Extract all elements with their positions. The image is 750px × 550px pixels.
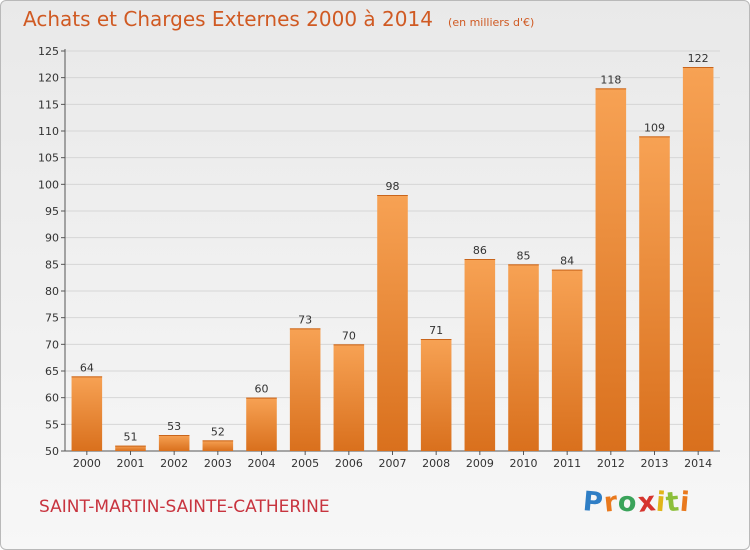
bar	[595, 88, 627, 451]
x-tick-label: 2006	[335, 457, 363, 470]
x-tick-label: 2013	[641, 457, 669, 470]
data-label: 70	[342, 329, 356, 342]
x-tick-label: 2003	[204, 457, 232, 470]
x-tick-label: 2008	[422, 457, 450, 470]
y-tick-label: 75	[45, 312, 59, 325]
x-tick-label: 2009	[466, 457, 494, 470]
bar	[115, 445, 146, 451]
y-tick-label: 90	[45, 232, 59, 245]
data-label: 84	[560, 255, 574, 268]
bar	[639, 136, 670, 452]
x-tick-label: 2002	[160, 457, 188, 470]
bar	[333, 344, 365, 451]
bar	[464, 259, 496, 451]
chart-unit: (en milliers d'€)	[448, 16, 535, 29]
bar	[551, 269, 583, 451]
chart-title: Achats et Charges Externes 2000 à 2014	[23, 7, 433, 31]
y-tick-label: 70	[45, 338, 59, 351]
chart-title-row: Achats et Charges Externes 2000 à 2014 (…	[23, 7, 534, 31]
x-tick-label: 2001	[117, 457, 145, 470]
bar	[377, 195, 408, 451]
data-label: 86	[473, 244, 487, 257]
x-tick-label: 2000	[73, 457, 101, 470]
bar	[202, 440, 234, 451]
bar	[289, 328, 321, 451]
bars	[71, 67, 714, 452]
proxiti-logo: Proxiti	[581, 486, 692, 519]
x-tick-label: 2014	[684, 457, 712, 470]
data-label: 73	[298, 313, 312, 326]
bar	[246, 397, 277, 451]
labels: 50 55 60 65 70 75 80 85 90 95 100 105 110 115 120 125 64…	[38, 45, 712, 470]
y-tick-label: 120	[38, 72, 59, 85]
data-label: 98	[386, 180, 400, 193]
x-tick-label: 2007	[379, 457, 407, 470]
data-label: 64	[80, 361, 94, 374]
data-label: 109	[644, 121, 665, 134]
y-tick-label: 50	[45, 445, 59, 458]
y-tick-label: 110	[38, 125, 59, 138]
y-tick-label: 55	[45, 418, 59, 431]
data-label: 53	[167, 420, 181, 433]
data-label: 71	[429, 324, 443, 337]
x-tick-label: 2012	[597, 457, 625, 470]
data-label: 52	[211, 425, 225, 438]
bar	[158, 435, 190, 451]
logo-letter: i	[678, 486, 692, 519]
place-name: SAINT-MARTIN-SAINTE-CATHERINE	[39, 497, 330, 517]
data-label: 51	[124, 431, 138, 444]
data-label: 122	[688, 52, 709, 65]
logo-letter: P	[581, 486, 606, 519]
data-label: 60	[255, 383, 269, 396]
y-tick-label: 105	[38, 152, 59, 165]
y-tick-label: 65	[45, 365, 59, 378]
x-tick-label: 2010	[510, 457, 538, 470]
y-tick-label: 100	[38, 178, 59, 191]
data-label: 118	[600, 73, 621, 86]
logo-letter: o	[616, 486, 640, 519]
x-tick-label: 2004	[248, 457, 276, 470]
y-tick-label: 125	[38, 45, 59, 58]
y-tick-label: 85	[45, 258, 59, 271]
data-label: 85	[517, 249, 531, 262]
bar	[508, 264, 539, 451]
y-tick-label: 80	[45, 285, 59, 298]
bar	[420, 339, 452, 451]
bar	[682, 67, 714, 451]
y-tick-label: 60	[45, 392, 59, 405]
y-tick-label: 95	[45, 205, 59, 218]
x-tick-label: 2005	[291, 457, 319, 470]
x-tick-label: 2011	[553, 457, 581, 470]
y-tick-label: 115	[38, 98, 59, 111]
bar	[71, 376, 103, 451]
